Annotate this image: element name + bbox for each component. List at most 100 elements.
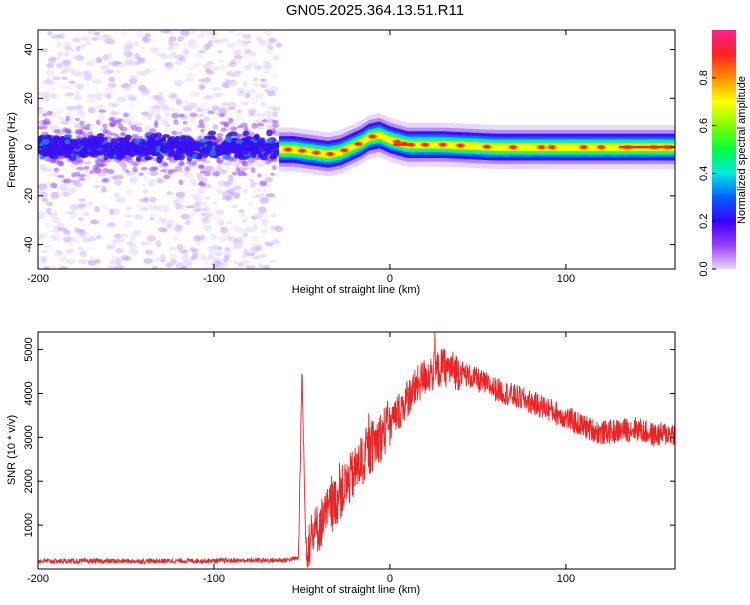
noise-blob xyxy=(209,246,217,251)
noise-blob xyxy=(60,69,66,74)
noise-blob xyxy=(75,45,81,52)
noise-blob xyxy=(188,210,197,217)
noise-blob xyxy=(170,42,180,47)
band-blob xyxy=(215,151,223,157)
noise-blob xyxy=(203,116,210,122)
noise-blob xyxy=(237,87,245,93)
noise-blob xyxy=(248,112,255,117)
band-blob xyxy=(64,154,72,159)
noise-blob-strong xyxy=(270,172,275,176)
band-blob xyxy=(222,154,232,160)
noise-blob xyxy=(201,212,207,216)
noise-blob xyxy=(125,206,132,211)
noise-blob-strong xyxy=(217,160,224,165)
noise-blob-strong xyxy=(171,130,178,136)
noise-blob xyxy=(56,62,64,69)
noise-blob xyxy=(156,177,164,184)
noise-blob xyxy=(164,65,175,70)
band-blob xyxy=(132,143,139,150)
noise-blob xyxy=(181,266,188,269)
noise-blob xyxy=(103,93,111,99)
noise-blob xyxy=(233,242,243,249)
noise-blob xyxy=(74,123,82,128)
colorbar: 0.0 0.2 0.4 0.6 0.8 Normalized spectral ampl… xyxy=(698,30,748,277)
noise-blob xyxy=(117,265,125,269)
noise-blob xyxy=(223,181,232,187)
noise-blob xyxy=(51,34,61,39)
noise-blob-strong xyxy=(109,132,117,136)
band-blob xyxy=(88,150,96,155)
noise-blob xyxy=(94,231,103,239)
band-blob xyxy=(92,141,98,148)
noise-blob xyxy=(172,235,179,241)
noise-blob xyxy=(198,113,204,118)
noise-blob xyxy=(73,104,83,110)
noise-blob xyxy=(206,60,215,65)
noise-blob-strong xyxy=(235,134,241,139)
noise-blob xyxy=(160,53,171,60)
noise-blob xyxy=(189,246,196,253)
noise-blob xyxy=(263,60,270,66)
noise-blob xyxy=(184,77,195,82)
spectrogram-marks xyxy=(38,30,675,269)
noise-blob-strong xyxy=(80,125,88,130)
noise-blob xyxy=(175,193,185,200)
noise-blob-strong xyxy=(98,109,107,113)
noise-blob xyxy=(55,63,62,68)
noise-blob xyxy=(258,206,267,214)
noise-blob xyxy=(63,236,72,243)
noise-blob xyxy=(182,42,192,48)
noise-blob xyxy=(48,55,56,62)
noise-blob xyxy=(55,43,62,49)
noise-blob xyxy=(50,125,60,131)
noise-blob-strong xyxy=(228,117,234,124)
noise-blob-strong xyxy=(207,110,215,115)
noise-blob xyxy=(113,208,120,215)
noise-blob-strong xyxy=(132,166,138,173)
noise-blob xyxy=(124,51,133,58)
noise-blob-strong xyxy=(74,117,80,122)
colorbar-tick-label: 0.4 xyxy=(698,166,710,181)
noise-blob xyxy=(174,54,185,61)
noise-blob xyxy=(63,51,70,59)
x-tick-label: 100 xyxy=(557,273,575,285)
noise-blob xyxy=(79,43,87,49)
noise-blob-strong xyxy=(125,169,130,173)
noise-blob xyxy=(40,92,51,96)
noise-blob xyxy=(172,199,179,205)
noise-blob xyxy=(152,108,162,114)
noise-blob-strong xyxy=(54,167,59,173)
noise-blob-strong xyxy=(191,160,198,166)
noise-blob xyxy=(234,70,242,75)
noise-blob xyxy=(228,178,235,183)
band-blob xyxy=(227,142,235,148)
noise-blob-strong xyxy=(42,125,48,130)
noise-blob xyxy=(168,40,174,46)
noise-blob xyxy=(63,41,71,46)
noise-blob xyxy=(87,30,97,36)
band-blob xyxy=(138,152,146,158)
noise-blob-strong xyxy=(89,170,95,175)
noise-blob xyxy=(253,188,261,193)
ridge-peak xyxy=(393,140,400,144)
noise-blob xyxy=(121,50,130,57)
band-blob xyxy=(274,142,280,149)
noise-blob xyxy=(201,216,209,223)
noise-blob xyxy=(77,203,86,209)
noise-blob xyxy=(140,207,149,211)
noise-blob xyxy=(64,111,71,117)
noise-blob xyxy=(170,93,179,100)
noise-blob xyxy=(78,198,86,202)
noise-blob xyxy=(76,232,83,237)
noise-blob-strong xyxy=(131,161,139,167)
noise-blob xyxy=(41,168,52,172)
band-blob xyxy=(206,140,214,148)
noise-blob-strong xyxy=(122,112,130,118)
noise-blob xyxy=(71,70,81,77)
noise-blob xyxy=(114,179,123,186)
noise-blob-strong xyxy=(198,119,204,126)
noise-blob xyxy=(243,248,249,256)
noise-blob xyxy=(175,98,182,106)
noise-blob xyxy=(84,161,92,165)
